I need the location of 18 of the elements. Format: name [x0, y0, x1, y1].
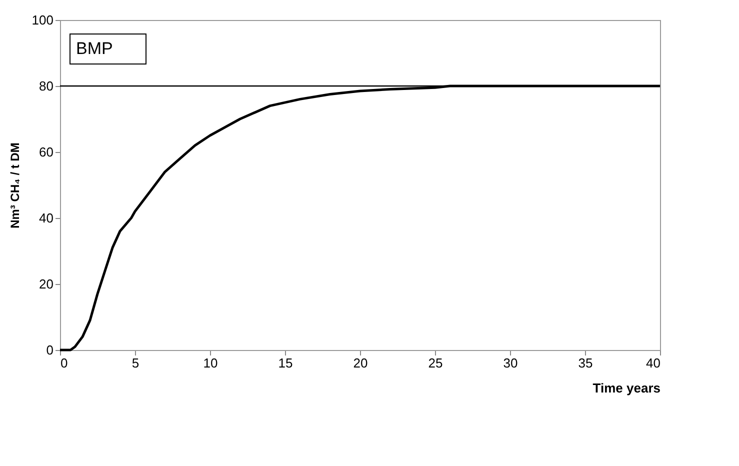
y-tick-label: 20 [39, 276, 54, 292]
annotation: BMP [76, 39, 113, 58]
y-tick-label: 80 [39, 78, 54, 94]
y-tick-label: 0 [46, 342, 54, 358]
y-tick-label: 100 [32, 12, 54, 28]
x-tick-label: 10 [203, 356, 218, 370]
x-tick-label: 20 [353, 356, 368, 370]
x-tick-label: 25 [428, 356, 443, 370]
y-tick-label: 40 [39, 210, 54, 226]
x-tick-label: 15 [278, 356, 293, 370]
x-tick-label: 0 [60, 356, 68, 370]
x-tick-label: 30 [503, 356, 518, 370]
x-tick-label: 35 [578, 356, 593, 370]
y-tick-label: 60 [39, 144, 54, 160]
x-axis-title: Time years [592, 380, 660, 396]
y-axis-title: Nm³ CH₄ / t DM [8, 142, 22, 228]
x-tick-label: 5 [132, 356, 140, 370]
x-tick-label: 40 [646, 356, 660, 370]
